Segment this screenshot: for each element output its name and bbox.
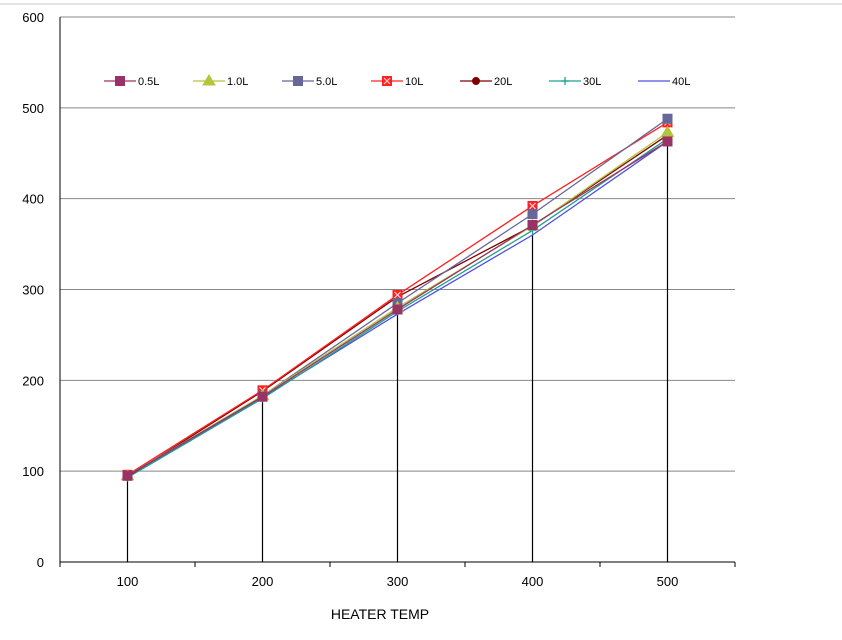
x-tick-label-200: 200 [252, 574, 274, 589]
legend-item-5-0l: 5.0L [282, 76, 337, 88]
legend-marker-5-0l [293, 76, 303, 86]
data-point-0-5l-400 [527, 220, 538, 231]
legend-label-1-0l: 1.0L [227, 76, 248, 88]
x-axis-title: HEATER TEMP [330, 606, 430, 622]
y-tick-label-200: 200 [22, 373, 44, 388]
legend-label-30l: 30L [583, 76, 601, 88]
data-point-10l-400-cross [529, 202, 536, 210]
legend-item-20l: 20L [460, 76, 512, 88]
legend-marker-20l [472, 77, 480, 85]
legend-item-1-0l: 1.0L [193, 74, 248, 88]
legend-item-40l: 40L [638, 76, 690, 88]
y-tick-label-0: 0 [37, 555, 44, 570]
tick-labels: 0 100 200 300 400 500 600 100 200 300 400 500 [22, 10, 678, 589]
legend-item-30l: 30L [549, 76, 601, 88]
y-tick-label-400: 400 [22, 192, 44, 207]
y-tick-label-100: 100 [22, 464, 44, 479]
data-point-1-0l-500 [660, 125, 675, 137]
legend-marker-10l [382, 76, 392, 86]
y-tick-label-600: 600 [22, 10, 44, 25]
x-tick-label-300: 300 [387, 574, 409, 589]
y-tick-label-500: 500 [22, 101, 44, 116]
x-tick-label-500: 500 [657, 574, 679, 589]
legend-marker-0-5l [115, 76, 125, 86]
data-point-5-0l-500 [662, 113, 673, 124]
legend-label-40l: 40L [672, 76, 690, 88]
series-0-5l [122, 136, 673, 481]
legend: 0.5L 1.0L 5.0L 10L 20L 30L 40L [104, 74, 690, 88]
data-point-10l-300 [392, 289, 403, 300]
x-tick-label-100: 100 [117, 574, 139, 589]
legend-label-0-5l: 0.5L [138, 76, 159, 88]
data-point-0-5l-500 [662, 136, 673, 147]
legend-label-20l: 20L [494, 76, 512, 88]
x-tick-label-400: 400 [522, 574, 544, 589]
data-point-0-5l-200 [257, 391, 268, 402]
series-group [120, 113, 675, 482]
legend-marker-10l-cross [383, 77, 391, 85]
data-point-10l-400 [527, 200, 538, 211]
legend-marker-1-0l [202, 74, 216, 86]
data-point-10l-300-cross [394, 291, 401, 299]
legend-item-0-5l: 0.5L [104, 76, 159, 88]
legend-label-5-0l: 5.0L [316, 76, 337, 88]
legend-item-10l: 10L [371, 76, 423, 88]
legend-label-10l: 10L [405, 76, 423, 88]
drop-lines [126, 141, 669, 562]
legend-marker-30l [561, 77, 569, 85]
data-point-0-5l-100 [122, 470, 133, 481]
y-tick-label-300: 300 [22, 283, 44, 298]
data-point-5-0l-400 [527, 209, 538, 220]
data-point-0-5l-300 [392, 304, 403, 315]
